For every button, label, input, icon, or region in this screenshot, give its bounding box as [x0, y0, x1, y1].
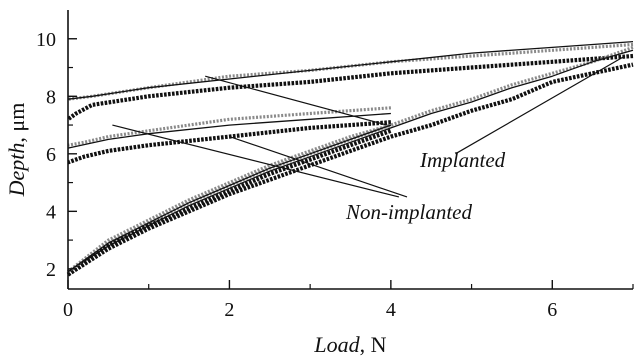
series-2-loading-curve: [67, 45, 634, 274]
x-tick-label: 0: [63, 299, 73, 321]
series-4-unloading-curve: [67, 120, 392, 165]
implanted-leader-line: [205, 75, 387, 126]
axes: [67, 10, 633, 290]
series-6-unloading-curve: [67, 112, 391, 149]
series-5-loading-curve: [67, 123, 392, 273]
series-4-loading-curve: [66, 128, 392, 277]
y-tick-label: 2: [46, 259, 56, 281]
series-1-unloading-curve: [66, 53, 634, 122]
x-tick-label: 6: [547, 299, 557, 321]
y-tick-label: 8: [46, 86, 56, 108]
y-axis-title-name: Depth: [4, 143, 29, 198]
y-axis-title-unit: , μm: [4, 103, 29, 143]
x-axis-title: Load, N: [313, 332, 386, 357]
series-1-loading-curve: [66, 62, 634, 277]
series-2-unloading-curve: [67, 42, 634, 101]
non-implanted-leader-line: [229, 135, 408, 198]
series-layer: [66, 40, 634, 277]
y-axis-title: Depth, μm: [4, 103, 29, 198]
y-tick-label: 10: [36, 29, 56, 51]
y-tick-label: 6: [46, 144, 56, 166]
non-implanted-leader-line: [112, 124, 400, 198]
x-tick-label: 4: [386, 299, 396, 321]
implanted-leader-line: [455, 55, 626, 155]
series-6-loading-curve: [67, 124, 392, 273]
x-tick-label: 2: [224, 299, 234, 321]
y-tick-label: 4: [46, 201, 56, 223]
x-axis-title-name: Load: [313, 332, 360, 357]
series-3-unloading-curve: [67, 40, 634, 100]
x-axis-title-unit: , N: [360, 332, 387, 357]
annotation-non-implanted: Non-implanted: [345, 200, 472, 224]
series-5-unloading-curve: [67, 106, 392, 147]
annotation-implanted: Implanted: [419, 148, 506, 172]
leader-lines: [112, 55, 626, 198]
